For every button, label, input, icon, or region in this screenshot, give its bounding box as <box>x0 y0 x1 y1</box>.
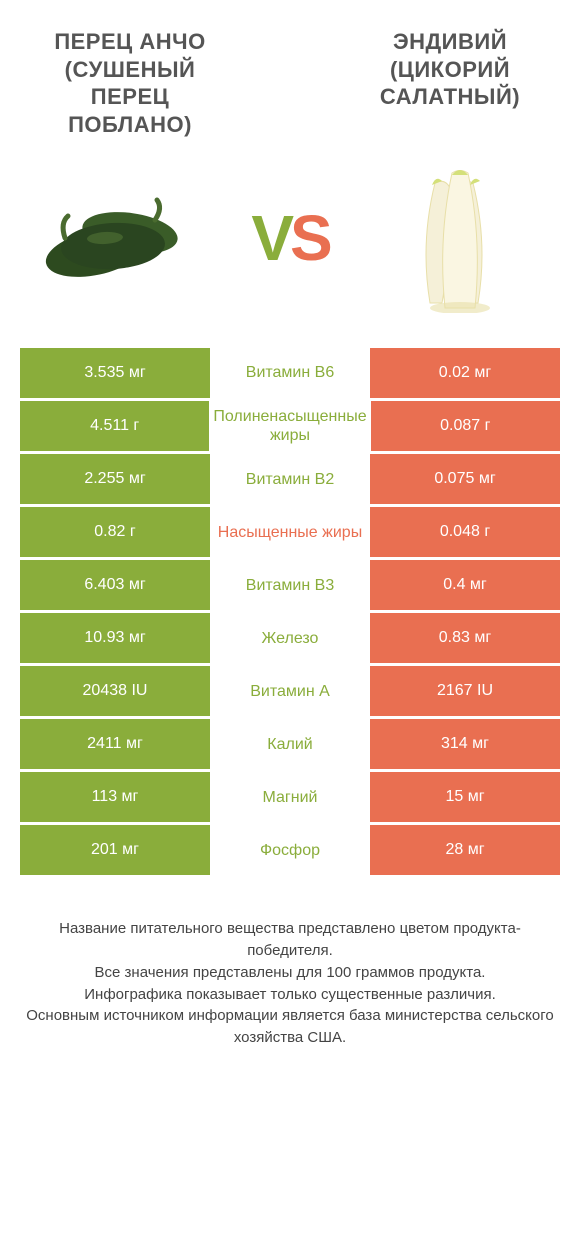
left-value-cell: 0.82 г <box>20 507 210 557</box>
left-value-cell: 2411 мг <box>20 719 210 769</box>
left-product-title: ПЕРЕЦ АНЧО (СУШЕНЫЙ ПЕРЕЦ ПОБЛАНО) <box>30 28 230 138</box>
right-product-image <box>370 158 550 318</box>
left-title-line2: (СУШЕНЫЙ ПЕРЕЦ ПОБЛАНО) <box>30 56 230 139</box>
nutrient-label: Магний <box>210 772 370 822</box>
footer-notes: Название питательного вещества представл… <box>0 878 580 1049</box>
left-value-cell: 201 мг <box>20 825 210 875</box>
table-row: 201 мгФосфор28 мг <box>20 825 560 875</box>
nutrient-label: Витамин B6 <box>210 348 370 398</box>
images-row: VS <box>0 138 580 348</box>
nutrient-label: Насыщенные жиры <box>210 507 370 557</box>
endive-icon <box>380 163 540 313</box>
header: ПЕРЕЦ АНЧО (СУШЕНЫЙ ПЕРЕЦ ПОБЛАНО) ЭНДИВ… <box>0 0 580 138</box>
right-product-title: ЭНДИВИЙ (ЦИКОРИЙ САЛАТНЫЙ) <box>350 28 550 111</box>
vs-label: VS <box>251 201 328 275</box>
footer-line-2: Все значения представлены для 100 граммо… <box>20 962 560 984</box>
right-value-cell: 2167 IU <box>370 666 560 716</box>
table-row: 4.511 гПолиненасыщенные жиры0.087 г <box>20 401 560 451</box>
right-value-cell: 28 мг <box>370 825 560 875</box>
table-row: 20438 IUВитамин A2167 IU <box>20 666 560 716</box>
left-value-cell: 6.403 мг <box>20 560 210 610</box>
table-row: 2.255 мгВитамин B20.075 мг <box>20 454 560 504</box>
table-row: 2411 мгКалий314 мг <box>20 719 560 769</box>
nutrient-label: Фосфор <box>210 825 370 875</box>
right-value-cell: 0.02 мг <box>370 348 560 398</box>
nutrient-label: Витамин B2 <box>210 454 370 504</box>
left-value-cell: 113 мг <box>20 772 210 822</box>
footer-line-1: Название питательного вещества представл… <box>20 918 560 962</box>
table-row: 6.403 мгВитамин B30.4 мг <box>20 560 560 610</box>
poblano-peppers-icon <box>35 178 205 298</box>
table-row: 113 мгМагний15 мг <box>20 772 560 822</box>
footer-line-4: Основным источником информации является … <box>20 1005 560 1049</box>
nutrient-label: Витамин B3 <box>210 560 370 610</box>
left-value-cell: 4.511 г <box>20 401 209 451</box>
left-product-image <box>30 158 210 318</box>
right-value-cell: 0.075 мг <box>370 454 560 504</box>
comparison-table: 3.535 мгВитамин B60.02 мг4.511 гПолинена… <box>0 348 580 875</box>
table-row: 3.535 мгВитамин B60.02 мг <box>20 348 560 398</box>
footer-line-3: Инфографика показывает только существенн… <box>20 984 560 1006</box>
right-value-cell: 0.087 г <box>371 401 560 451</box>
table-row: 10.93 мгЖелезо0.83 мг <box>20 613 560 663</box>
table-row: 0.82 гНасыщенные жиры0.048 г <box>20 507 560 557</box>
right-title-line1: ЭНДИВИЙ <box>350 28 550 56</box>
right-title-line2: (ЦИКОРИЙ САЛАТНЫЙ) <box>350 56 550 111</box>
right-value-cell: 15 мг <box>370 772 560 822</box>
vs-s: S <box>290 201 329 275</box>
left-value-cell: 20438 IU <box>20 666 210 716</box>
right-value-cell: 0.048 г <box>370 507 560 557</box>
nutrient-label: Полиненасыщенные жиры <box>209 401 370 451</box>
left-value-cell: 3.535 мг <box>20 348 210 398</box>
vs-v: V <box>251 201 290 275</box>
right-value-cell: 0.83 мг <box>370 613 560 663</box>
right-value-cell: 0.4 мг <box>370 560 560 610</box>
left-value-cell: 10.93 мг <box>20 613 210 663</box>
nutrient-label: Железо <box>210 613 370 663</box>
nutrient-label: Витамин A <box>210 666 370 716</box>
left-value-cell: 2.255 мг <box>20 454 210 504</box>
right-value-cell: 314 мг <box>370 719 560 769</box>
nutrient-label: Калий <box>210 719 370 769</box>
left-title-line1: ПЕРЕЦ АНЧО <box>30 28 230 56</box>
